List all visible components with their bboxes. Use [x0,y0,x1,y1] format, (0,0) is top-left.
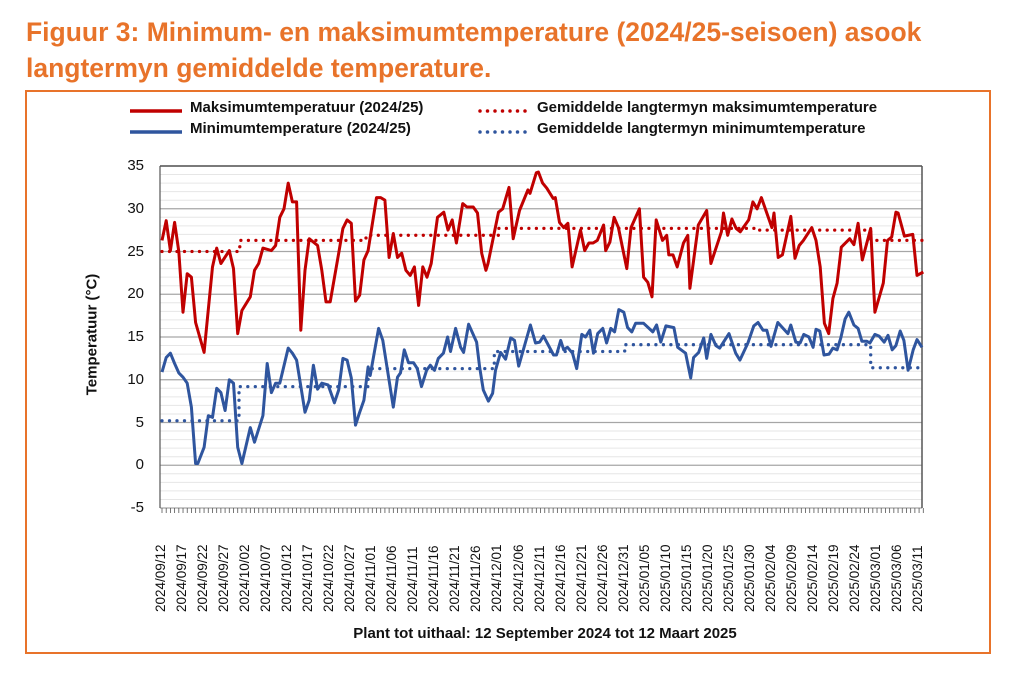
x-tick-label: 2025/02/19 [825,544,841,612]
y-tick-label: 10 [127,370,144,388]
x-tick-label: 2024/09/17 [174,544,190,612]
x-tick-label: 2024/10/02 [237,544,253,612]
y-tick-label: 25 [127,242,144,260]
legend-max-label: Maksimumtemperatuur (2024/25) [190,99,424,116]
x-tick-label: 2024/09/27 [216,544,232,612]
y-tick-label: 35 [127,157,144,174]
x-tick-label: 2025/01/15 [678,544,694,612]
avg-min-temperature-line [160,343,925,423]
x-tick-label: 2025/01/05 [636,544,652,612]
legend-max-line [130,109,182,113]
x-tick-label: 2025/02/14 [804,544,820,612]
x-axis-title: Plant tot uithaal: 12 September 2024 tot… [353,625,737,642]
x-tick-label: 2025/02/24 [846,544,862,612]
x-tick-label: 2024/10/07 [258,544,274,612]
x-tick-label: 2024/10/22 [321,544,337,612]
x-tick-label: 2025/01/10 [657,544,673,612]
figure-title-line2: langtermyn gemiddelde temperature. [26,53,492,83]
plot-area [159,165,925,513]
x-tick-label: 2024/12/01 [489,544,505,612]
x-tick-label: 2024/12/31 [615,544,631,612]
x-tick-label: 2024/09/22 [195,544,211,612]
y-tick-label: -5 [130,499,144,516]
x-tick-label: 2025/01/30 [741,544,757,612]
x-tick-label: 2025/01/25 [720,544,736,612]
x-tick-label: 2025/02/09 [783,544,799,612]
x-tick-label: 2025/03/06 [889,544,905,612]
legend-min-line [130,130,182,134]
legend-avg-min-label: Gemiddelde langtermyn minimumtemperature [537,120,866,137]
figure-title-line1: Figuur 3: Minimum- en maksimumtemperatur… [26,17,922,47]
figure-title: Figuur 3: Minimum- en maksimumtemperatur… [26,14,921,86]
max-temperature-line [160,170,925,354]
x-tick-label: 2024/10/17 [300,544,316,612]
avg-max-temperature-line [160,226,925,254]
y-tick-label: 30 [127,199,144,217]
x-tick-label: 2024/11/26 [468,545,484,612]
legend-avg-min-line [478,130,532,134]
x-tick-label: 2025/01/20 [699,544,715,612]
y-tick-label: 0 [135,456,144,474]
x-tick-label: 2025/03/11 [910,545,926,612]
x-tick-label: 2024/12/26 [594,544,610,612]
x-tick-label: 2025/03/01 [868,544,884,612]
x-tick-label: 2024/12/11 [531,545,547,612]
x-tick-label: 2024/10/27 [342,544,358,612]
x-tick-label: 2024/12/06 [510,544,526,612]
x-tick-label: 2024/11/01 [363,545,379,612]
x-tick-label: 2025/02/04 [762,544,778,612]
legend-min-label: Minimumtemperature (2024/25) [190,120,411,137]
x-tick-label: 2024/11/11 [405,546,421,612]
y-axis-title: Temperatuur (°C) [83,273,101,396]
min-temperature-line [160,308,924,465]
x-tick-label: 2024/11/16 [426,545,442,612]
x-tick-label: 2024/11/21 [447,545,463,612]
y-tick-label: 15 [127,328,144,345]
y-tick-label: 20 [127,285,144,303]
x-tick-label: 2024/09/12 [153,544,168,612]
legend-avg-max-label: Gemiddelde langtermyn maksimumtemperatur… [537,99,878,116]
x-tick-label: 2024/12/21 [573,544,589,612]
x-tick-label: 2024/11/06 [384,545,400,612]
legend-avg-max-line [478,109,532,113]
chart-frame [25,90,991,654]
x-tick-label: 2024/12/16 [552,544,568,612]
x-tick-label: 2024/10/12 [279,544,295,612]
y-tick-label: 5 [135,413,144,431]
